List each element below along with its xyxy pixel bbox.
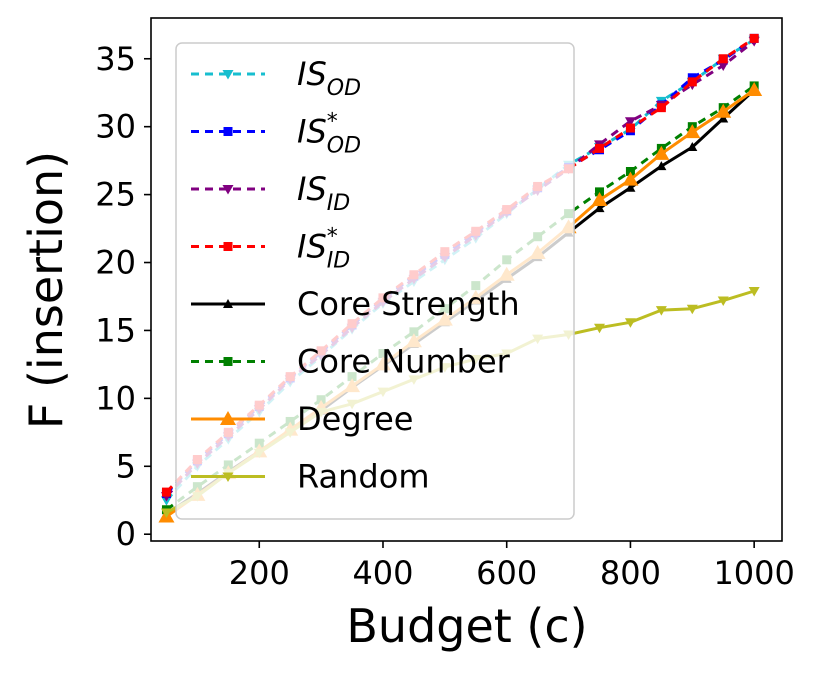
data-point (746, 81, 763, 96)
data-point (715, 103, 732, 118)
y-tick-label: 30 (95, 108, 136, 146)
x-tick-label: 600 (476, 554, 537, 592)
data-point (687, 77, 697, 87)
data-point (718, 113, 729, 123)
x-tick-label: 200 (229, 554, 290, 592)
data-point (595, 143, 605, 153)
legend-marker (223, 242, 233, 251)
data-point (656, 103, 666, 113)
legend-entry: Random (191, 458, 429, 496)
data-point (687, 142, 698, 152)
data-point (625, 182, 636, 192)
data-point (594, 323, 606, 334)
data-point (591, 192, 608, 207)
legend-marker (222, 472, 234, 482)
legend-label: IS* OD (297, 110, 361, 159)
y-tick-label: 35 (95, 40, 136, 78)
x-axis-title: Budget (c) (346, 599, 587, 653)
x-tick-label: 400 (352, 554, 413, 592)
legend-entry: IS* OD (191, 110, 361, 159)
data-point (656, 161, 667, 171)
data-point (748, 287, 760, 297)
series-line (165, 38, 755, 502)
data-point (749, 33, 759, 43)
legend-marker (223, 127, 233, 136)
data-point (718, 54, 728, 64)
legend-marker (222, 70, 234, 80)
data-point (653, 145, 670, 160)
legend-entry: Degree (191, 400, 413, 438)
y-tick-label: 15 (95, 311, 136, 349)
legend-label: ISID (297, 170, 350, 216)
series-line (165, 84, 756, 512)
data-point (594, 203, 605, 213)
data-point (622, 171, 639, 186)
axes-layer: 200 400 600 800 1000 0 5 10 15 20 25 30 35 (95, 17, 795, 592)
data-point (625, 123, 635, 133)
legend-marker (220, 411, 236, 425)
x-tick-label: 800 (600, 554, 661, 592)
y-tick-label: 0 (116, 515, 136, 553)
legend-label: Core Number (297, 343, 511, 381)
plot-frame (150, 17, 783, 542)
legend-label: IS* ID (297, 225, 350, 274)
y-tick-label: 5 (116, 447, 136, 485)
legend-label: ISOD (297, 55, 361, 101)
data-point (161, 487, 171, 497)
data-point (686, 304, 698, 315)
legend-entry: Core Strength (191, 285, 520, 323)
series-line (165, 37, 756, 494)
data-point (684, 124, 701, 139)
data-point (624, 117, 636, 127)
legend-entry: IS* ID (191, 225, 350, 274)
data-point (717, 61, 729, 72)
data-point (625, 167, 635, 177)
y-tick-label: 25 (95, 176, 136, 214)
y-tick-label: 20 (95, 244, 136, 282)
legend-label: Degree (297, 400, 413, 438)
legend-entry: ISID (191, 170, 350, 216)
data-point (595, 187, 605, 197)
y-axis-title: F (insertion) (19, 151, 73, 429)
legend-marker (223, 299, 233, 308)
legend-label: Core Strength (297, 285, 520, 323)
legend: ISOD IS* OD ISID IS* ID Core Strength Core Numb… (175, 42, 575, 520)
legend-entry: Core Number (191, 343, 511, 381)
data-point (160, 508, 172, 518)
data-point (655, 306, 667, 316)
data-point (717, 296, 729, 307)
data-point (624, 318, 636, 328)
legend-entry: ISOD (191, 55, 361, 101)
legend-marker (222, 185, 234, 195)
legend-box (175, 42, 575, 520)
legend-label: Random (297, 458, 429, 496)
x-tick-label: 1000 (713, 554, 794, 592)
legend-marker (223, 357, 233, 366)
y-tick-label: 10 (95, 379, 136, 417)
